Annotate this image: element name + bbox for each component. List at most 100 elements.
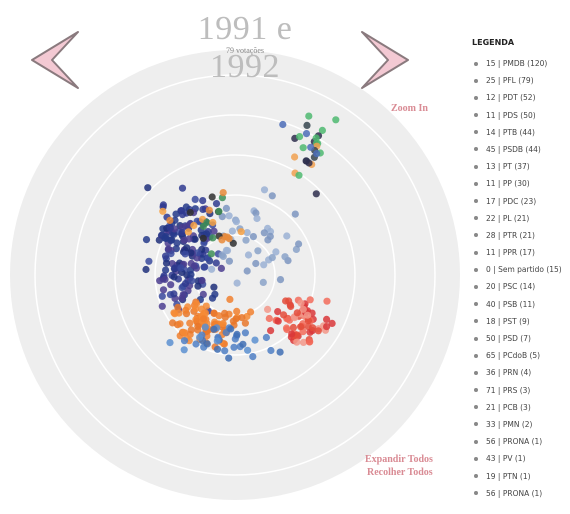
deputy-dot[interactable] — [244, 251, 253, 259]
deputy-dot[interactable] — [241, 329, 249, 337]
deputy-dot[interactable] — [194, 249, 202, 257]
deputy-dot[interactable] — [299, 305, 307, 313]
legend-item[interactable]: 25 | PFL (79) — [470, 72, 562, 89]
deputy-dot[interactable] — [194, 282, 202, 290]
deputy-dot[interactable] — [285, 297, 293, 305]
deputy-dot[interactable] — [293, 309, 301, 317]
deputy-dot[interactable] — [226, 295, 234, 303]
deputy-dot[interactable] — [212, 200, 221, 208]
deputy-dot[interactable] — [229, 317, 237, 325]
legend-item[interactable]: 33 | PMN (2) — [470, 416, 562, 433]
legend-item[interactable]: 65 | PCdoB (5) — [470, 347, 562, 364]
deputy-dot[interactable] — [205, 206, 213, 214]
deputy-dot[interactable] — [207, 250, 215, 258]
deputy-dot[interactable] — [191, 195, 199, 203]
deputy-dot[interactable] — [274, 317, 282, 325]
deputy-dot[interactable] — [158, 292, 166, 300]
deputy-dot[interactable] — [268, 192, 276, 200]
deputy-dot[interactable] — [186, 319, 194, 327]
deputy-dot[interactable] — [291, 210, 299, 218]
legend-item[interactable]: 56 | PRONA (1) — [470, 485, 562, 502]
deputy-dot[interactable] — [239, 340, 247, 348]
deputy-dot[interactable] — [253, 214, 261, 223]
legend-item[interactable]: 21 | PCB (3) — [470, 399, 562, 416]
deputy-dot[interactable] — [276, 276, 285, 284]
deputy-dot[interactable] — [252, 259, 260, 268]
deputy-dot[interactable] — [291, 153, 299, 161]
deputy-dot[interactable] — [225, 212, 233, 220]
deputy-dot[interactable] — [280, 311, 288, 319]
deputy-dot[interactable] — [171, 216, 179, 224]
deputy-dot[interactable] — [296, 133, 304, 141]
legend-item[interactable]: 19 | PTN (1) — [470, 468, 562, 485]
deputy-dot[interactable] — [210, 325, 218, 333]
deputy-dot[interactable] — [199, 205, 207, 213]
deputy-dot[interactable] — [230, 343, 238, 351]
deputy-dot[interactable] — [233, 330, 241, 338]
legend-item[interactable]: 11 | PDS (50) — [470, 107, 562, 124]
deputy-dot[interactable] — [187, 249, 195, 257]
deputy-dot[interactable] — [312, 190, 320, 198]
deputy-dot[interactable] — [265, 314, 273, 323]
deputy-dot[interactable] — [299, 338, 308, 346]
deputy-dot[interactable] — [182, 306, 190, 314]
legend-item[interactable]: 17 | PDC (23) — [470, 193, 562, 210]
deputy-dot[interactable] — [198, 276, 206, 285]
deputy-dot[interactable] — [215, 312, 223, 320]
deputy-dot[interactable] — [178, 228, 186, 237]
deputy-dot[interactable] — [172, 210, 180, 218]
deputy-dot[interactable] — [221, 347, 229, 355]
deputy-dot[interactable] — [180, 346, 188, 354]
deputy-dot[interactable] — [171, 310, 179, 318]
deputy-dot[interactable] — [209, 218, 217, 227]
deputy-dot[interactable] — [181, 250, 189, 258]
deputy-dot[interactable] — [272, 248, 280, 256]
legend-item[interactable]: 11 | PPR (17) — [470, 244, 562, 261]
deputy-dot[interactable] — [218, 213, 226, 221]
deputy-dot[interactable] — [282, 324, 291, 332]
deputy-dot[interactable] — [188, 277, 196, 285]
deputy-dot[interactable] — [144, 184, 152, 192]
deputy-dot[interactable] — [279, 120, 287, 129]
deputy-dot[interactable] — [305, 112, 313, 120]
deputy-dot[interactable] — [229, 239, 237, 247]
deputy-dot[interactable] — [215, 207, 223, 215]
deputy-dot[interactable] — [267, 327, 275, 335]
deputy-dot[interactable] — [313, 150, 321, 158]
chevron-left-icon[interactable] — [30, 30, 80, 90]
deputy-dot[interactable] — [312, 134, 320, 142]
deputy-dot[interactable] — [243, 267, 251, 275]
legend-item[interactable]: 56 | PRONA (1) — [470, 433, 562, 450]
legend-item[interactable]: 11 | PP (30) — [470, 175, 562, 192]
deputy-dot[interactable] — [167, 281, 175, 289]
deputy-dot[interactable] — [183, 244, 191, 252]
deputy-dot[interactable] — [162, 266, 170, 274]
deputy-dot[interactable] — [314, 327, 322, 335]
deputy-dot[interactable] — [201, 323, 209, 331]
deputy-dot[interactable] — [162, 259, 171, 267]
deputy-dot[interactable] — [178, 211, 187, 219]
legend-item[interactable]: 45 | PSDB (44) — [470, 141, 562, 158]
legend-item[interactable]: 36 | PRN (4) — [470, 364, 562, 381]
deputy-dot[interactable] — [297, 323, 305, 331]
deputy-dot[interactable] — [297, 299, 305, 307]
deputy-dot[interactable] — [274, 308, 282, 316]
deputy-dot[interactable] — [142, 236, 151, 244]
deputy-dot[interactable] — [249, 233, 257, 241]
deputy-dot[interactable] — [169, 319, 177, 327]
legend-item[interactable]: 50 | PSD (7) — [470, 330, 562, 347]
deputy-dot[interactable] — [238, 314, 246, 322]
deputy-dot[interactable] — [221, 313, 229, 321]
deputy-dot[interactable] — [178, 184, 187, 192]
deputy-dot[interactable] — [182, 203, 190, 211]
deputy-dot[interactable] — [177, 264, 185, 272]
deputy-dot[interactable] — [219, 189, 227, 197]
deputy-dot[interactable] — [309, 324, 317, 332]
deputy-dot[interactable] — [276, 348, 284, 356]
deputy-dot[interactable] — [254, 247, 262, 255]
legend-item[interactable]: 28 | PTR (21) — [470, 227, 562, 244]
deputy-dot[interactable] — [328, 319, 336, 327]
deputy-dot[interactable] — [158, 302, 166, 310]
deputy-dot[interactable] — [173, 239, 181, 247]
